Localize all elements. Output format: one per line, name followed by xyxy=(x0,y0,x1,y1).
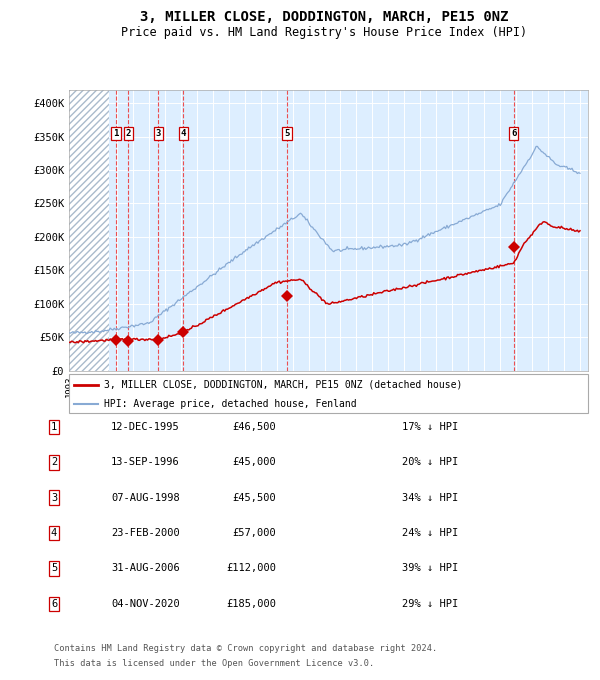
Text: 20% ↓ HPI: 20% ↓ HPI xyxy=(402,458,458,467)
Text: 29% ↓ HPI: 29% ↓ HPI xyxy=(402,599,458,609)
Text: 4: 4 xyxy=(181,129,186,138)
Text: 23-FEB-2000: 23-FEB-2000 xyxy=(111,528,180,538)
Text: 3, MILLER CLOSE, DODDINGTON, MARCH, PE15 0NZ: 3, MILLER CLOSE, DODDINGTON, MARCH, PE15… xyxy=(140,10,508,24)
Text: 4: 4 xyxy=(51,528,57,538)
Text: £57,000: £57,000 xyxy=(232,528,276,538)
Text: 34% ↓ HPI: 34% ↓ HPI xyxy=(402,493,458,503)
Text: 39% ↓ HPI: 39% ↓ HPI xyxy=(402,564,458,573)
Text: 5: 5 xyxy=(51,564,57,573)
Text: 2: 2 xyxy=(51,458,57,467)
Text: 1: 1 xyxy=(113,129,119,138)
Text: 6: 6 xyxy=(51,599,57,609)
FancyBboxPatch shape xyxy=(69,374,588,413)
Text: Price paid vs. HM Land Registry's House Price Index (HPI): Price paid vs. HM Land Registry's House … xyxy=(121,26,527,39)
Text: 17% ↓ HPI: 17% ↓ HPI xyxy=(402,422,458,432)
Text: £185,000: £185,000 xyxy=(226,599,276,609)
Text: 13-SEP-1996: 13-SEP-1996 xyxy=(111,458,180,467)
Text: £112,000: £112,000 xyxy=(226,564,276,573)
Text: 24% ↓ HPI: 24% ↓ HPI xyxy=(402,528,458,538)
Text: This data is licensed under the Open Government Licence v3.0.: This data is licensed under the Open Gov… xyxy=(54,659,374,668)
Text: £45,500: £45,500 xyxy=(232,493,276,503)
Text: £45,000: £45,000 xyxy=(232,458,276,467)
Text: 3, MILLER CLOSE, DODDINGTON, MARCH, PE15 0NZ (detached house): 3, MILLER CLOSE, DODDINGTON, MARCH, PE15… xyxy=(104,379,463,390)
Text: 1: 1 xyxy=(51,422,57,432)
Text: 07-AUG-1998: 07-AUG-1998 xyxy=(111,493,180,503)
Text: 3: 3 xyxy=(51,493,57,503)
Text: 5: 5 xyxy=(284,129,290,138)
Text: 3: 3 xyxy=(156,129,161,138)
Text: HPI: Average price, detached house, Fenland: HPI: Average price, detached house, Fenl… xyxy=(104,398,357,409)
Text: 12-DEC-1995: 12-DEC-1995 xyxy=(111,422,180,432)
Text: Contains HM Land Registry data © Crown copyright and database right 2024.: Contains HM Land Registry data © Crown c… xyxy=(54,644,437,653)
Text: £46,500: £46,500 xyxy=(232,422,276,432)
Text: 04-NOV-2020: 04-NOV-2020 xyxy=(111,599,180,609)
Text: 2: 2 xyxy=(125,129,131,138)
Text: 31-AUG-2006: 31-AUG-2006 xyxy=(111,564,180,573)
Text: 6: 6 xyxy=(511,129,516,138)
